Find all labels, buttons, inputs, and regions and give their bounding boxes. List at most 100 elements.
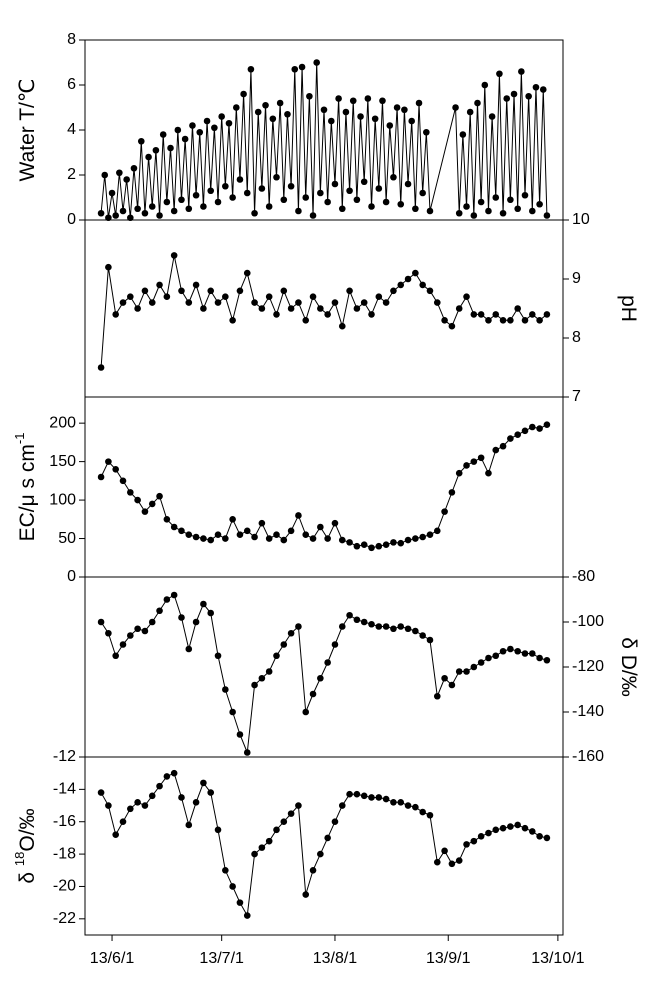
data-point: [214, 299, 222, 306]
y-axis-label-part: -1: [12, 433, 27, 445]
data-point: [141, 627, 149, 635]
data-point: [302, 708, 310, 716]
y-tick-label: -140: [572, 703, 604, 720]
data-point: [302, 891, 310, 898]
panel-frame: [84, 219, 564, 398]
data-point: [181, 135, 189, 143]
data-point: [346, 611, 353, 619]
data-point: [455, 469, 463, 477]
data-point: [127, 293, 134, 301]
data-point: [536, 317, 543, 324]
data-point: [488, 113, 496, 120]
data-point: [145, 153, 152, 161]
data-point: [229, 194, 236, 201]
data-point: [236, 899, 244, 906]
data-point: [499, 824, 507, 832]
y-axis-label: δ 18O/‰: [12, 808, 39, 883]
data-point: [382, 299, 390, 306]
data-point: [371, 115, 379, 123]
data-point: [463, 203, 470, 210]
data-point: [116, 169, 123, 177]
data-point: [170, 591, 178, 599]
data-point: [338, 205, 346, 213]
data-point: [309, 293, 317, 301]
data-point: [375, 542, 383, 550]
data-point: [287, 810, 295, 817]
data-point: [141, 508, 149, 515]
data-point: [105, 458, 112, 465]
data-point: [236, 176, 244, 183]
data-point: [229, 317, 236, 324]
data-point: [390, 173, 397, 181]
data-point: [262, 101, 269, 109]
y-tick-label: 10: [572, 211, 590, 228]
data-point: [280, 818, 288, 826]
data-point: [295, 512, 302, 519]
y-tick-label: 150: [49, 453, 76, 470]
data-point: [441, 508, 448, 515]
data-point: [382, 541, 390, 548]
data-point: [507, 196, 514, 204]
data-point: [265, 837, 273, 845]
data-point: [232, 104, 240, 111]
data-point: [178, 794, 185, 801]
data-point: [148, 500, 156, 508]
data-point: [229, 883, 236, 890]
data-point: [192, 533, 200, 541]
data-point: [368, 544, 375, 552]
y-tick-label: -22: [53, 910, 76, 927]
data-point: [521, 317, 529, 324]
data-point: [463, 293, 470, 301]
data-point: [499, 209, 507, 217]
data-point: [514, 431, 521, 438]
data-point: [273, 311, 280, 318]
data-point: [543, 421, 551, 428]
data-point: [485, 207, 492, 215]
data-point: [163, 773, 171, 780]
data-point: [463, 462, 470, 469]
data-point: [360, 178, 368, 186]
data-point: [163, 596, 171, 603]
data-point: [317, 189, 324, 197]
data-point: [119, 477, 127, 485]
data-point: [243, 749, 251, 756]
data-point: [222, 293, 229, 301]
data-point: [287, 527, 295, 535]
data-point: [243, 527, 251, 535]
y-tick-label: -16: [53, 813, 76, 830]
data-point: [324, 535, 331, 542]
data-point: [514, 647, 521, 655]
data-point: [514, 821, 521, 829]
data-point: [134, 496, 141, 504]
data-point: [390, 539, 397, 546]
data-point: [178, 527, 185, 535]
data-point: [258, 844, 266, 851]
data-point: [170, 207, 178, 215]
data-point: [382, 198, 390, 206]
data-point: [302, 531, 310, 538]
data-point: [448, 489, 456, 496]
data-point: [211, 124, 218, 132]
data-point: [192, 799, 200, 806]
data-point: [529, 311, 536, 318]
data-point: [521, 824, 529, 832]
data-point: [536, 200, 543, 208]
y-tick-label: 200: [49, 414, 76, 431]
data-point: [254, 108, 262, 116]
data-point: [423, 128, 430, 136]
data-point: [463, 668, 470, 675]
data-line: [100, 424, 548, 549]
data-point: [470, 212, 478, 219]
data-point: [346, 790, 353, 798]
data-point: [214, 531, 222, 538]
data-point: [349, 97, 357, 105]
data-point: [320, 106, 328, 114]
data-point: [452, 104, 459, 111]
data-line: [100, 772, 548, 918]
data-point: [284, 110, 291, 118]
data-point: [258, 185, 266, 192]
data-point: [119, 818, 127, 826]
data-point: [499, 442, 507, 450]
data-point: [419, 632, 426, 639]
data-point: [470, 311, 478, 318]
